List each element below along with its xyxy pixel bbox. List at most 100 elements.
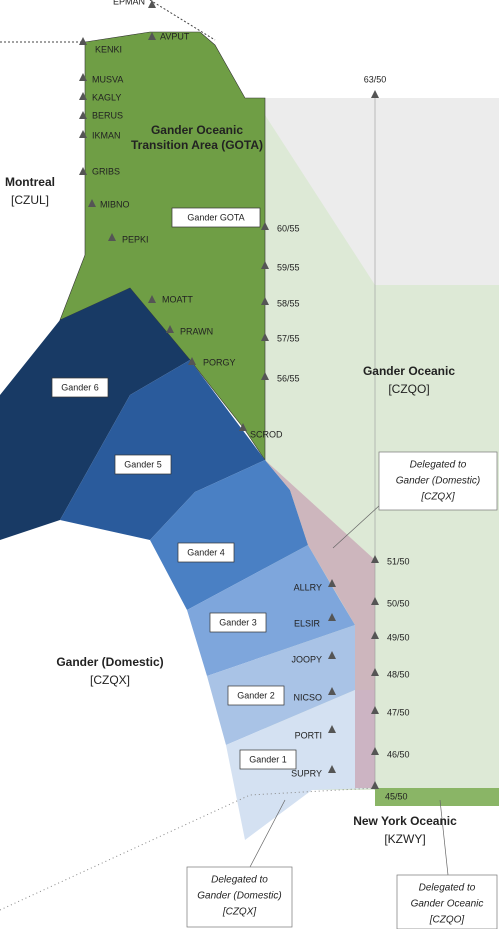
waypoint-label: PORTI [295,730,322,740]
waypoint-marker [108,233,116,241]
coordinate-label: 50/50 [387,598,410,608]
gander-6-area [0,288,190,540]
gander-5-area [60,360,265,540]
waypoint-marker [79,167,87,175]
coordinate-label: 63/50 [364,74,387,84]
note-box [396,874,498,929]
waypoint-label: ELSIR [294,618,321,628]
waypoint-marker [371,781,379,789]
coordinate-label: 48/50 [387,669,410,679]
waypoint-label: PORGY [203,357,236,367]
region-name: Gander Oceanic [363,364,455,378]
note-box [186,866,293,928]
coordinate-label: 45/50 [385,791,408,801]
coordinate-label: 46/50 [387,749,410,759]
gota-label: Gander Oceanic [151,123,243,137]
waypoint-marker [88,199,96,207]
waypoint-marker [79,92,87,100]
waypoint-marker [328,613,336,621]
waypoint-label: PEPKI [122,234,149,244]
coordinate-label: 60/55 [277,223,300,233]
waypoint-marker [148,295,156,303]
waypoint-marker [261,222,269,230]
waypoint-marker [148,32,156,40]
region-code: [CZQX] [90,673,130,687]
note-text: Gander Oceanic [411,899,484,910]
waypoint-label: JOOPY [291,654,322,664]
gander-1-area [226,690,375,840]
waypoint-label: EPMAN [113,0,145,6]
waypoint-label: AVPUT [160,31,190,41]
waypoint-marker [371,706,379,714]
waypoint-label: MOATT [162,294,193,304]
waypoint-label: SCROD [250,429,283,439]
waypoint-marker [239,423,247,431]
waypoint-marker [79,37,87,45]
waypoint-label: ALLRY [294,582,322,592]
gander-4-area [150,460,308,610]
coordinate-label: 59/55 [277,262,300,272]
coordinate-label: 51/50 [387,556,410,566]
waypoint-marker [371,597,379,605]
note-text: [CZQX] [222,907,257,918]
note-box [378,451,498,511]
gander-3-area [187,545,355,676]
leader-line [249,799,286,868]
waypoint-marker [371,90,379,98]
region-code: [CZQO] [388,382,429,396]
sector-label: Gander 2 [237,690,275,700]
region-code: [KZWY] [384,832,425,846]
coordinate-label: 49/50 [387,632,410,642]
sector-box [51,377,109,398]
grey-area [265,98,499,285]
gander-2-area [207,625,355,745]
waypoint-marker [371,631,379,639]
sector-label: Gander 6 [61,382,99,392]
waypoint-marker [328,651,336,659]
waypoint-label: BERUS [92,110,123,120]
waypoint-label: MUSVA [92,74,123,84]
region-name: Gander (Domestic) [56,655,163,669]
waypoint-marker [371,668,379,676]
waypoint-label: PRAWN [180,326,213,336]
sector-box [209,612,267,633]
waypoint-label: MIBNO [100,199,130,209]
boundary [149,0,216,41]
waypoint-marker [79,130,87,138]
waypoint-marker [261,261,269,269]
leader-line [439,799,449,876]
new-york-strip [375,788,499,806]
region-name: New York Oceanic [353,814,457,828]
note-text: Delegated to [211,875,268,886]
waypoint-marker [188,357,196,365]
sector-box [239,749,297,770]
region-name: Montreal [5,175,55,189]
waypoint-marker [79,73,87,81]
note-text: [CZQO] [429,915,465,926]
sector-box [177,542,235,563]
waypoint-marker [148,0,156,8]
note-text: [CZQX] [420,492,455,503]
waypoint-marker [371,747,379,755]
waypoint-label: IKMAN [92,130,121,140]
waypoint-marker [261,333,269,341]
waypoint-label: SUPRY [291,768,322,778]
sector-box [171,207,261,228]
waypoint-marker [371,555,379,563]
waypoint-label: GRIBS [92,166,120,176]
note-text: Gander (Domestic) [396,476,480,487]
waypoint-marker [328,687,336,695]
waypoint-marker [328,725,336,733]
note-text: Delegated to [419,883,476,894]
note-text: Delegated to [410,460,467,471]
sector-label: Gander 5 [124,459,162,469]
leader-line [332,504,381,549]
gota-label: Transition Area (GOTA) [131,138,263,152]
coordinate-label: 47/50 [387,707,410,717]
waypoint-marker [166,325,174,333]
sector-label: Gander 3 [219,617,257,627]
waypoint-marker [328,765,336,773]
note-text: Gander (Domestic) [197,891,281,902]
coordinate-label: 56/55 [277,373,300,383]
